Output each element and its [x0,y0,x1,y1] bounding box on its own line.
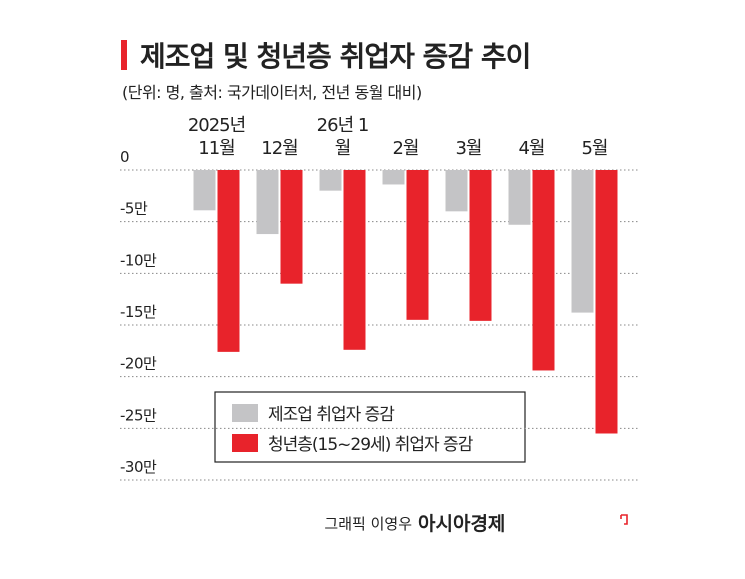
bar [406,170,429,320]
bar [217,170,240,352]
legend-swatch [232,434,258,452]
bar [532,170,555,371]
bar [319,170,342,191]
bar [595,170,618,434]
x-tick-label: 2월 [392,138,419,159]
bar [343,170,366,350]
bar [571,170,594,313]
bar [382,170,405,185]
bar [256,170,279,235]
bar [469,170,492,321]
x-tick-label: 2025년 11월 [187,115,246,159]
chart-title: 제조업 및 청년층 취업자 증감 추이 [140,40,530,73]
bar [193,170,216,211]
legend-label: 제조업 취업자 증감 [268,405,395,425]
x-tick-label: 5월 [581,138,608,159]
legend-label: 청년층(15~29세) 취업자 증감 [268,435,474,455]
bar [508,170,531,225]
source-logo: 아시아경제 [418,513,505,535]
y-tick-label: -20만 [120,355,157,373]
y-tick-label: -25만 [120,406,157,424]
y-tick-label: 0 [120,148,129,166]
logo-mark [620,514,628,525]
bar [280,170,303,284]
x-tick-label: 12월 [261,138,298,159]
y-tick-label: -5만 [120,200,148,218]
legend-swatch [232,404,258,422]
y-tick-label: -10만 [120,251,157,269]
bar [445,170,468,212]
y-tick-label: -30만 [120,458,157,476]
title-accent [121,40,127,70]
chart-subtitle: (단위: 명, 출처: 국가데이터처, 전년 동월 대비) [122,83,422,102]
y-tick-label: -15만 [120,303,157,321]
x-tick-label: 4월 [518,138,545,159]
x-tick-label: 3월 [455,138,482,159]
credit: 그래픽 이영우 [324,515,412,533]
legend-box [214,391,526,463]
x-tick-label: 26년 1월 [316,115,370,159]
